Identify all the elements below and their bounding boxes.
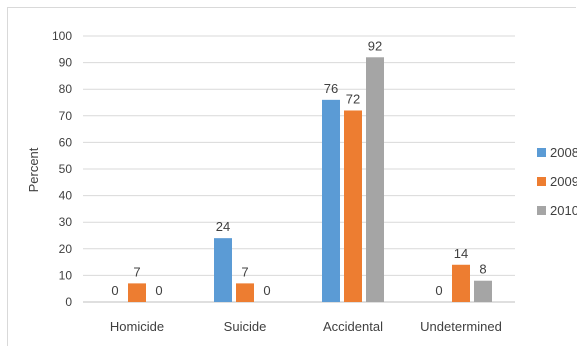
x-tick-label: Undetermined — [420, 319, 502, 334]
data-label: 24 — [216, 219, 230, 234]
bar — [322, 99, 340, 302]
y-tick-label: 70 — [59, 109, 73, 123]
y-tick-label: 100 — [52, 29, 72, 43]
y-tick-label: 60 — [59, 135, 73, 149]
x-tick-label: Homicide — [110, 319, 164, 334]
y-tick-label: 30 — [59, 215, 73, 229]
bar — [366, 57, 384, 302]
y-tick-label: 80 — [59, 82, 73, 96]
legend-label: 2008 — [550, 145, 577, 160]
bar — [344, 110, 362, 302]
data-label: 7 — [241, 264, 248, 279]
legend-swatch — [537, 206, 546, 215]
data-label: 8 — [479, 262, 486, 277]
data-label: 0 — [155, 283, 162, 298]
legend-label: 2009 — [550, 174, 577, 189]
bar — [236, 283, 254, 302]
data-label: 14 — [454, 246, 468, 261]
y-tick-label: 10 — [59, 268, 73, 282]
chart-border — [7, 7, 576, 346]
x-tick-label: Suicide — [224, 319, 267, 334]
bars — [128, 57, 492, 302]
y-tick-label: 20 — [59, 242, 73, 256]
data-label: 0 — [263, 283, 270, 298]
data-label: 76 — [324, 81, 338, 96]
legend-label: 2010 — [550, 203, 577, 218]
legend-swatch — [537, 148, 546, 157]
x-tick-label: Accidental — [323, 319, 383, 334]
data-label: 72 — [346, 91, 360, 106]
bar — [452, 264, 470, 302]
data-label: 7 — [133, 264, 140, 279]
gridlines — [83, 35, 515, 303]
y-axis-label: Percent — [26, 147, 41, 192]
bar — [214, 238, 232, 302]
legend-swatch — [537, 177, 546, 186]
y-tick-label: 0 — [65, 295, 72, 309]
data-label: 0 — [111, 283, 118, 298]
data-label: 92 — [368, 38, 382, 53]
data-label: 0 — [435, 283, 442, 298]
y-tick-label: 90 — [59, 56, 73, 70]
y-tick-label: 50 — [59, 162, 73, 176]
y-tick-label: 40 — [59, 189, 73, 203]
legend: 2008 2009 2010 — [537, 145, 577, 246]
bar — [474, 280, 492, 302]
bar — [128, 283, 146, 302]
